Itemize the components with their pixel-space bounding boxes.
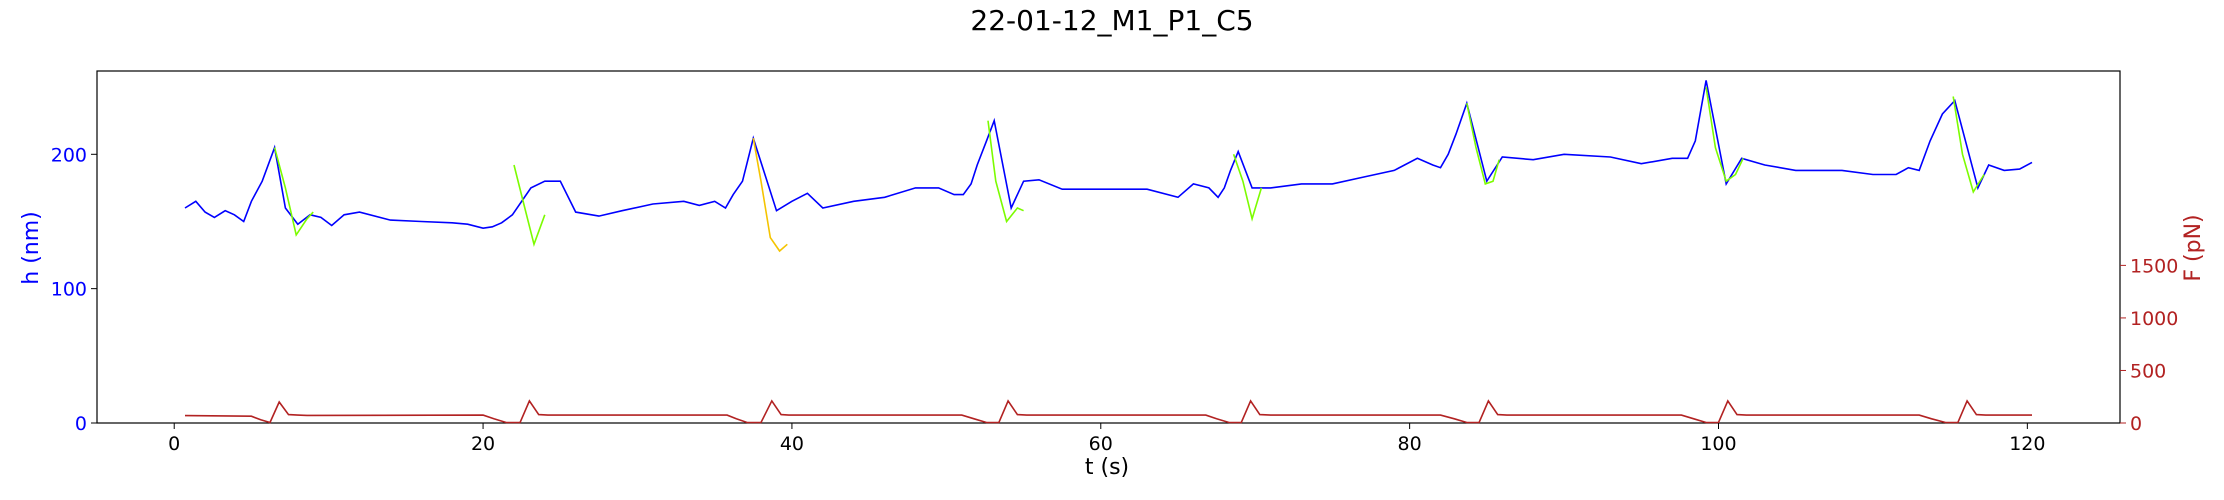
y2-tick-label: 500 xyxy=(2130,360,2166,382)
x-tick-label: 40 xyxy=(780,433,804,455)
decompression-line xyxy=(752,138,788,253)
y-axis-label: h (nm) xyxy=(19,211,44,284)
series-layer xyxy=(184,80,2033,424)
chart-title: 22-01-12_M1_P1_C5 xyxy=(970,4,1254,37)
height-line xyxy=(184,80,2033,230)
force-line xyxy=(184,399,2032,424)
y2-tick-label: 0 xyxy=(2130,413,2142,435)
decompression-line xyxy=(987,120,1024,224)
decompression-line xyxy=(513,164,546,248)
plot-border xyxy=(96,70,2121,424)
decompression-line xyxy=(1466,103,1500,185)
decompression-line xyxy=(1952,96,1985,194)
x-tick-label: 120 xyxy=(2009,433,2045,455)
y2-tick-label: 1500 xyxy=(2130,255,2178,277)
x-tick-label: 60 xyxy=(1089,433,1113,455)
x-tick-label: 100 xyxy=(1700,433,1736,455)
decompression-line xyxy=(1232,154,1263,222)
y-tick-label: 200 xyxy=(51,144,87,166)
decompression-line xyxy=(273,147,314,237)
x-axis-label: t (s) xyxy=(1085,455,1129,480)
y-axis-right: 0 500 1000 1500 xyxy=(2120,255,2178,435)
y-tick-label: 100 xyxy=(51,279,87,301)
y-tick-label: 0 xyxy=(75,413,87,435)
y-axis-left: 0 100 200 xyxy=(51,144,97,435)
x-tick-label: 20 xyxy=(471,433,495,455)
plot-frame xyxy=(96,70,2121,424)
x-axis: 0 20 40 60 80 100 120 xyxy=(168,423,2045,455)
x-tick-label: 80 xyxy=(1398,433,1422,455)
y2-axis-label: F (pN) xyxy=(2181,214,2206,281)
x-tick-label: 0 xyxy=(168,433,180,455)
y2-tick-label: 1000 xyxy=(2130,308,2178,330)
decompression-line xyxy=(1705,86,1744,183)
